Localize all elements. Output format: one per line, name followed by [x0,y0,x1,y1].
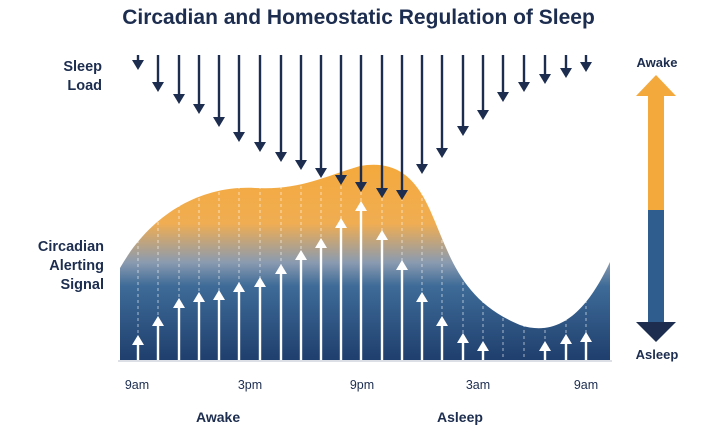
sleep-load-arrow [580,55,592,72]
sleep-load-arrow [254,55,266,152]
awake-asleep-scale [636,75,676,342]
sleep-load-label: Sleep Load [40,58,102,96]
sleep-load-arrow [335,55,347,185]
sleep-load-arrow [560,55,572,78]
alerting-arrow [275,264,287,360]
tick-label-3pm: 3pm [237,378,263,392]
sleep-load-arrow [497,55,509,102]
circadian-alerting-signal-label: Circadian Alerting Signal [10,238,104,295]
alerting-arrow [315,238,327,360]
sleep-load-arrow [416,55,428,174]
alerting-arrow [254,277,266,360]
alerting-arrow [193,292,205,360]
alerting-arrow [457,333,469,360]
sleep-load-arrow [477,55,489,120]
sleep-load-arrows [132,55,592,200]
scale-arrow-up-head [636,75,676,96]
alerting-arrow [560,334,572,360]
sleep-load-arrow [193,55,205,114]
diagram-title: Circadian and Homeostatic Regulation of … [122,6,595,29]
sleep-load-arrow [233,55,245,142]
alerting-arrow [335,218,347,360]
alerting-arrow [355,201,367,360]
alerting-arrow [477,341,489,360]
alerting-arrow [416,292,428,360]
scale-awake-bar [648,95,664,210]
circadian-wave-area [120,164,610,360]
sleep-load-arrow [173,55,185,104]
scale-asleep-bar [648,210,664,323]
sleep-load-arrow [539,55,551,84]
state-label-asleep: Asleep [437,409,483,425]
sleep-load-text: Sleep Load [63,59,102,94]
alerting-arrow [580,332,592,360]
scale-label-asleep: Asleep [635,347,679,362]
alerting-arrow [132,335,144,360]
sleep-load-arrow [275,55,287,162]
alerting-arrow [396,260,408,360]
alerting-arrow [213,290,225,360]
alerting-arrow [539,341,551,360]
sleep-load-arrow [376,55,388,198]
sleep-load-arrow [436,55,448,158]
sleep-load-arrow [518,55,530,92]
sleep-load-arrow [152,55,164,92]
sleep-load-arrow [315,55,327,178]
sleep-load-arrow [132,55,144,70]
alerting-arrow [436,316,448,360]
scale-label-awake: Awake [636,55,678,70]
sleep-load-arrow [396,55,408,200]
state-label-awake: Awake [196,409,241,425]
sleep-load-arrow [355,55,367,192]
circadian-alerting-text: Circadian Alerting Signal [37,239,104,293]
tick-label-3am: 3am [465,378,491,392]
alerting-arrow [173,298,185,360]
alerting-arrows [132,201,592,360]
alerting-arrow [376,230,388,360]
sleep-load-arrow [213,55,225,127]
scale-arrow-down-head [636,322,676,342]
tick-label-9pm: 9pm [349,378,375,392]
alerting-arrow [152,316,164,360]
tick-label-9am-end: 9am [573,378,599,392]
alerting-arrow [233,282,245,360]
alerting-arrow [295,250,307,360]
sleep-load-arrow [295,55,307,170]
tick-label-9am-start: 9am [124,378,150,392]
sleep-load-arrow [457,55,469,136]
